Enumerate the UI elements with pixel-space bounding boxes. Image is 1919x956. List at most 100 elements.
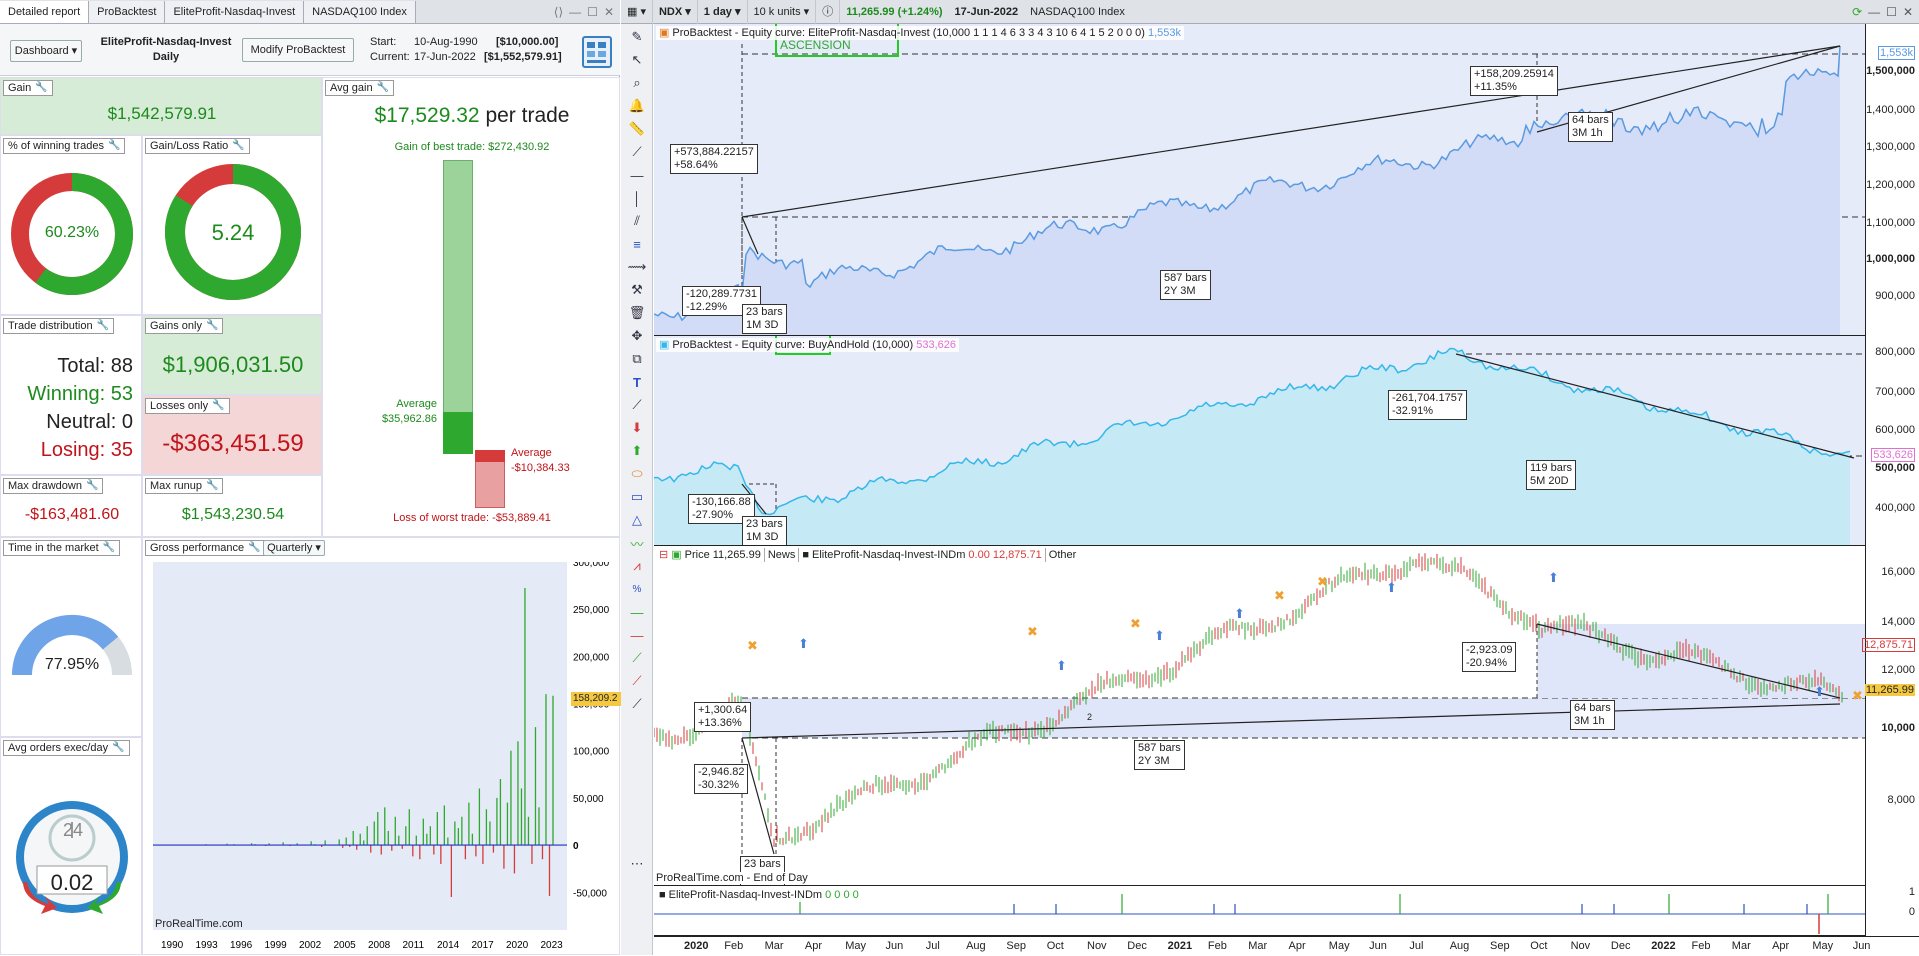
time-in-market-title[interactable]: Time in the market 🔧 (3, 540, 121, 556)
refresh-icon[interactable]: ⟳ (1852, 4, 1863, 19)
channel-icon[interactable]: ⫽ (634, 213, 640, 228)
green-line-icon[interactable]: — (630, 604, 644, 620)
move-icon[interactable]: ✥ (631, 328, 643, 343)
date-label: Feb (724, 940, 744, 952)
maximize-icon[interactable]: ☐ (587, 4, 598, 19)
buy-arrow-icon: ⬆ (1386, 580, 1397, 595)
chart-menu-icon[interactable]: ▦ ▾ (621, 0, 653, 24)
dashboard-dropdown[interactable]: Dashboard ▾ (10, 40, 82, 62)
report-grid-icon[interactable] (582, 36, 612, 68)
date-label: Jun (885, 940, 904, 952)
callout: 64 bars 3M 1h (1568, 112, 1613, 142)
price-pane[interactable]: ⬆ ⬆ ⬆ ⬆ ⬆ ⬆ ⬆ ✖ ✖ ✖ ✖ ✖ ✖ ⊟ ▣ Price 11,265.99 News ■ … (654, 546, 1865, 886)
copy-icon[interactable]: ⧉ (632, 351, 642, 366)
average-loss-bar (475, 450, 505, 462)
arrow-down-icon[interactable]: ⬇ (631, 420, 643, 435)
tab-system[interactable]: EliteProfit-Nasdaq-Invest (165, 0, 305, 23)
ruler-icon[interactable]: 📏 (628, 121, 646, 136)
rectangle-icon[interactable]: ▭ (630, 489, 644, 504)
zoom-icon[interactable]: ⌕ (633, 75, 641, 90)
avg-win-value: $35,962.86 (381, 413, 437, 425)
timeframe-selector[interactable]: 1 day ▾ (698, 0, 748, 24)
symbol-selector[interactable]: NDX ▾ (653, 0, 698, 24)
gross-y-tick: 0 (573, 841, 579, 852)
hammer-icon[interactable]: ⚒ (631, 282, 643, 297)
avg-orders-title[interactable]: Avg orders exec/day 🔧 (3, 740, 130, 756)
modify-probacktest-button[interactable]: Modify ProBacktest (242, 38, 354, 62)
text-icon[interactable]: T (633, 374, 641, 390)
gains-only-title[interactable]: Gains only 🔧 (145, 318, 224, 334)
date-label: 2020 (684, 940, 709, 952)
gain-title[interactable]: Gain 🔧 (3, 80, 53, 96)
tab-instrument[interactable]: NASDAQ100 Index (304, 0, 416, 23)
red-diagonal-icon[interactable]: ⟋ (632, 673, 642, 688)
minimize-icon[interactable]: — (569, 4, 582, 19)
ellipse-icon[interactable]: ⬭ (631, 466, 643, 481)
node-icon[interactable]: ⟋ (632, 144, 642, 159)
close-icon[interactable]: ✕ (1902, 4, 1913, 19)
start-label: Start: (370, 36, 397, 48)
current-capital: [$1,552,579.91] (484, 51, 562, 63)
wrench-icon: 🔧 (212, 400, 225, 411)
gross-x-tick: 2023 (541, 940, 564, 951)
gann-icon[interactable]: ⩘ (633, 558, 641, 573)
equity-pane[interactable]: ▣ ProBacktest - Equity curve: EliteProfi… (654, 24, 1865, 336)
red-line-icon[interactable]: — (630, 627, 644, 643)
triangle-icon[interactable]: △ (632, 512, 642, 527)
cursor-icon[interactable]: ↖ (631, 52, 643, 67)
tab-probacktest[interactable]: ProBacktest (89, 0, 166, 23)
worst-trade-label: Loss of worst trade: -$53,889.41 (393, 512, 551, 524)
tab-detailed-report[interactable]: Detailed report (0, 0, 90, 23)
price-legend: ⊟ ▣ Price 11,265.99 News ■ EliteProfit-Na… (656, 548, 1080, 562)
period-dropdown[interactable]: Quarterly ▾ (263, 540, 325, 556)
minimize-icon[interactable]: — (1868, 4, 1881, 19)
maximize-icon[interactable]: ☐ (1886, 4, 1897, 19)
line-draw-icon[interactable]: ⟋ (632, 397, 642, 412)
percent-icon[interactable]: % (632, 583, 642, 595)
zigzag-icon[interactable]: 〰 (630, 536, 644, 552)
news-toggle[interactable]: News (763, 548, 795, 562)
losses-only-title[interactable]: Losses only 🔧 (145, 398, 230, 414)
units-selector[interactable]: 10 k units ▾ (748, 0, 817, 24)
winning-trades-title[interactable]: % of winning trades 🔧 (3, 138, 126, 154)
trash-icon[interactable]: 🗑 (628, 305, 646, 320)
other-toggle[interactable]: Other (1044, 548, 1076, 562)
price-credit: ProRealTime.com - End of Day (656, 872, 808, 884)
share-icon[interactable]: ⟨⟩ (553, 4, 564, 19)
date-label: Jun (1852, 940, 1871, 952)
close-icon[interactable]: ✕ (603, 4, 614, 19)
callout: -2,923.09 -20.94% (1462, 642, 1517, 672)
gains-only-panel: Gains only 🔧 $1,906,031.50 (142, 315, 322, 395)
vline-icon[interactable]: │ (632, 190, 642, 206)
buyhold-pane[interactable]: ▣ ProBacktest - Equity curve: BuyAndHold… (654, 336, 1865, 546)
more-tools-icon[interactable]: ⋯ (630, 856, 644, 871)
max-runup-title[interactable]: Max runup 🔧 (145, 478, 224, 494)
date-label: May (1328, 940, 1350, 952)
total-trades: Total: 88 (57, 355, 133, 377)
trend-icon[interactable]: ⟿ (627, 259, 647, 274)
gross-x-tick: 2020 (506, 940, 529, 951)
gross-performance-title[interactable]: Gross performance 🔧 (145, 540, 266, 556)
info-icon[interactable]: ⓘ (816, 0, 841, 24)
buy-arrow-icon: ⬆ (798, 636, 809, 651)
pencil-icon[interactable]: ✎ (631, 29, 643, 44)
fib-icon[interactable]: ≡ (633, 236, 641, 252)
max-drawdown-value: -$163,481.60 (24, 506, 120, 523)
avg-gain-title[interactable]: Avg gain 🔧 (325, 80, 395, 96)
green-diagonal-icon[interactable]: ⟋ (632, 650, 642, 665)
arrow-up-icon[interactable]: ⬆ (631, 443, 643, 458)
clock-icon (16, 801, 128, 914)
indicator-pane[interactable]: ■ EliteProfit-Nasdaq-Invest-INDm 0 0 0 0 (654, 886, 1865, 936)
equity-system-name: EliteProfit-Nasdaq-Invest (808, 27, 930, 39)
timeframe-label: Daily (152, 51, 180, 63)
gain-loss-ratio-title[interactable]: Gain/Loss Ratio 🔧 (145, 138, 250, 154)
max-drawdown-title[interactable]: Max drawdown 🔧 (3, 478, 104, 494)
trade-distribution-title[interactable]: Trade distribution 🔧 (3, 318, 115, 334)
alert-bell-icon[interactable]: 🔔 (628, 98, 646, 113)
black-diagonal-icon[interactable]: ⟋ (632, 696, 642, 711)
hline-icon[interactable]: — (630, 167, 644, 183)
buy-arrow-icon: ⬆ (1814, 684, 1825, 699)
clock-number: 24 (62, 820, 84, 840)
price-axis: 16,000 14,000 12,875.71 12,000 11,265.99… (1862, 546, 1919, 886)
best-trade-label: Gain of best trade: $272,430.92 (394, 141, 550, 153)
